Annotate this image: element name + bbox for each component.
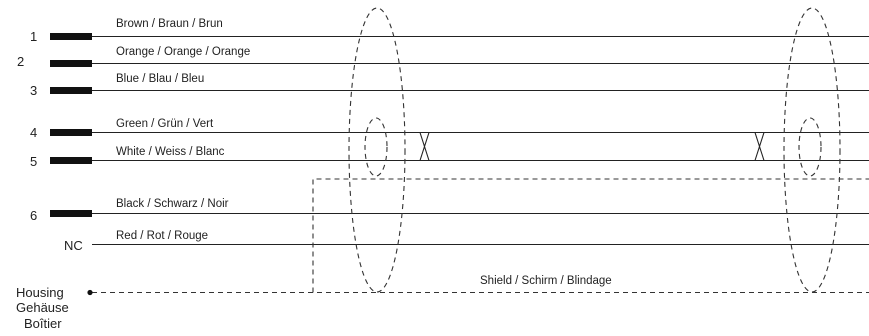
twist-symbol-left <box>413 131 436 162</box>
pin-2-terminal <box>50 60 92 67</box>
wire-6: 6 Black / Schwarz / Noir <box>30 198 869 223</box>
pin-3-number: 3 <box>30 83 37 98</box>
wire-nc-label: Red / Rot / Rouge <box>116 230 208 242</box>
wire-1: 1 Brown / Braun / Brun <box>30 18 869 44</box>
wire-2: 2 Orange / Orange / Orange <box>17 46 869 69</box>
pin-nc-label: NC <box>64 238 83 253</box>
pin-2-number: 2 <box>17 54 24 69</box>
pin-6-number: 6 <box>30 208 37 223</box>
cable-outer-ellipse-left <box>348 7 406 293</box>
cable-outer-ellipse-right <box>783 7 841 293</box>
shield-bracket <box>312 178 869 293</box>
wire-nc: NC Red / Rot / Rouge <box>64 230 869 253</box>
pin-1-number: 1 <box>30 29 37 44</box>
wire-2-label: Orange / Orange / Orange <box>116 46 250 58</box>
pin-4-terminal <box>50 129 92 136</box>
shield-label: Shield / Schirm / Blindage <box>480 275 612 287</box>
pin-4-number: 4 <box>30 125 37 140</box>
pin-3-terminal <box>50 87 92 94</box>
wire-4-label: Green / Grün / Vert <box>116 118 214 130</box>
twist-symbol-right <box>748 131 771 162</box>
wire-3: 3 Blue / Blau / Bleu <box>30 73 869 98</box>
wire-6-label: Black / Schwarz / Noir <box>116 198 229 210</box>
housing-label: Housing <box>16 285 64 300</box>
housing-connection: Housing Gehäuse Boîtier <box>16 285 93 331</box>
housing-dot <box>87 289 93 296</box>
wire-1-label: Brown / Braun / Brun <box>116 18 223 30</box>
pair-ellipse-right <box>798 117 822 177</box>
wire-4: 4 Green / Grün / Vert <box>30 118 869 140</box>
wire-5-label: White / Weiss / Blanc <box>116 146 225 158</box>
twist-right-b <box>748 131 771 162</box>
housing-label-de: Gehäuse <box>16 300 69 315</box>
twist-left-b <box>413 131 436 162</box>
shield: Shield / Schirm / Blindage <box>92 178 869 294</box>
housing-label-fr: Boîtier <box>24 316 62 331</box>
pin-5-terminal <box>50 157 92 164</box>
pin-5-number: 5 <box>30 154 37 169</box>
pair-ellipse-left <box>364 117 388 177</box>
wire-3-label: Blue / Blau / Bleu <box>116 73 204 85</box>
wire-5: 5 White / Weiss / Blanc <box>30 146 869 169</box>
pin-6-terminal <box>50 210 92 217</box>
pin-1-terminal <box>50 33 92 40</box>
